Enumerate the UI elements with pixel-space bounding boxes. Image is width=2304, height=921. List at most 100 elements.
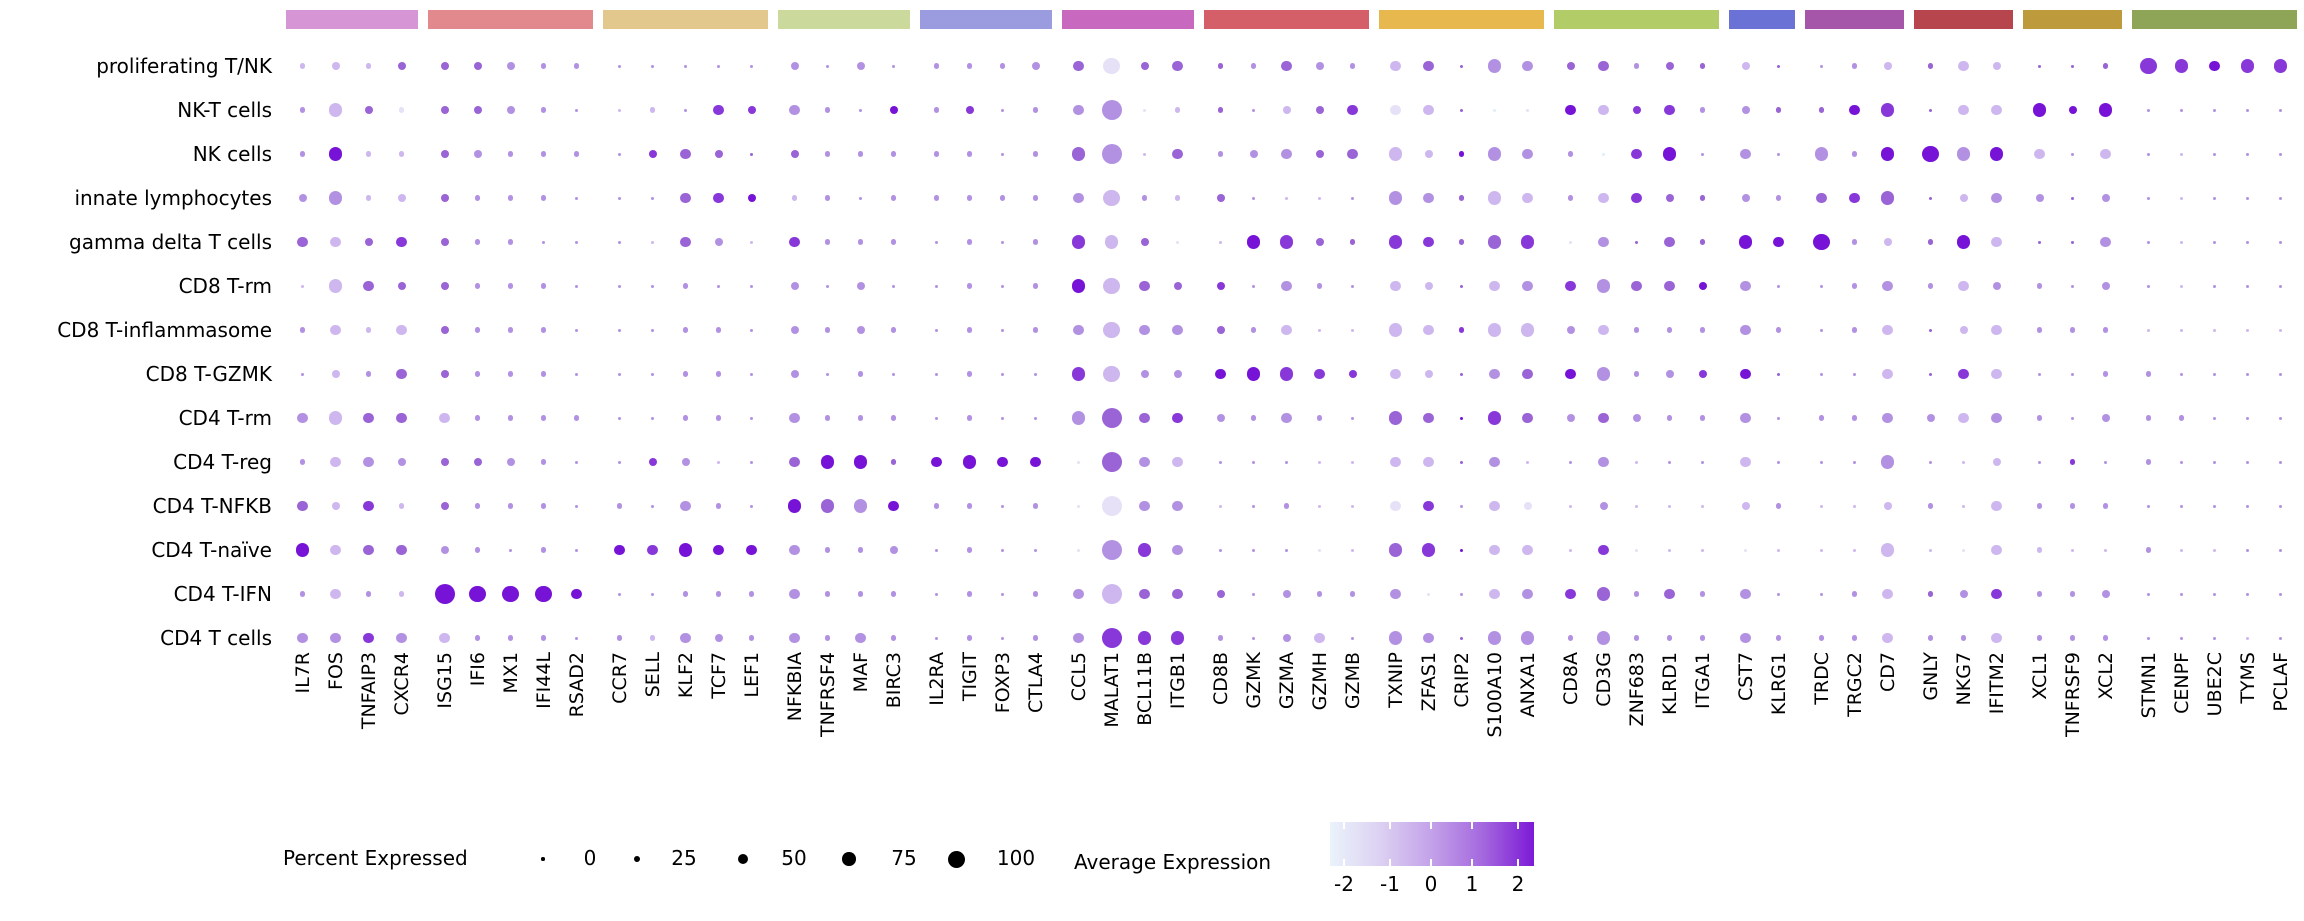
dot <box>746 544 757 556</box>
dot <box>301 372 304 376</box>
dot <box>1816 192 1827 204</box>
dot <box>750 240 753 244</box>
dot <box>1699 327 1706 333</box>
dot <box>750 372 753 376</box>
dot <box>2279 284 2282 288</box>
dot <box>649 635 656 641</box>
dot <box>396 412 407 424</box>
dot <box>2068 106 2077 114</box>
dot <box>826 284 829 288</box>
dot <box>1316 591 1323 597</box>
dot <box>1699 239 1706 245</box>
dot <box>824 635 831 641</box>
dot <box>789 412 800 424</box>
dot <box>1281 280 1292 292</box>
dot <box>966 63 973 69</box>
dot <box>2213 284 2216 288</box>
dot <box>2104 460 2107 464</box>
dot <box>1071 235 1086 249</box>
dot <box>2246 636 2249 640</box>
dot <box>1390 280 1401 292</box>
dot <box>856 282 865 290</box>
dot <box>396 324 407 336</box>
dot <box>1922 145 1939 163</box>
dot <box>790 62 799 70</box>
dot <box>1388 147 1403 161</box>
dot <box>1077 460 1080 464</box>
dot <box>890 635 897 641</box>
dot <box>507 151 514 157</box>
dot <box>892 372 895 376</box>
size-legend-dot <box>947 850 965 868</box>
dot <box>364 106 373 114</box>
dot <box>1489 280 1500 292</box>
dot <box>1992 458 2001 466</box>
dot <box>363 632 374 644</box>
dot <box>1632 414 1641 422</box>
dot <box>1959 590 1968 598</box>
row-label: CD4 T-NFKB <box>152 494 272 518</box>
dot <box>1279 367 1294 381</box>
dot <box>1880 543 1895 557</box>
dot <box>824 327 831 333</box>
dot <box>651 504 654 508</box>
dot <box>1487 235 1502 249</box>
dot <box>1991 368 2002 380</box>
dot <box>1565 588 1576 600</box>
dot <box>2246 372 2249 376</box>
dot <box>1520 631 1535 645</box>
dot <box>507 327 514 333</box>
dot <box>1139 456 1150 468</box>
dot <box>474 327 481 333</box>
dot <box>2180 240 2183 244</box>
dot <box>2246 328 2249 332</box>
dot <box>540 371 547 377</box>
dot <box>1566 326 1575 334</box>
dot <box>933 503 940 509</box>
dot <box>1250 415 1257 421</box>
dot <box>1598 60 1609 72</box>
dot <box>1315 150 1324 158</box>
dot <box>2036 635 2043 641</box>
dot <box>1664 236 1675 248</box>
dot <box>890 591 897 597</box>
dot <box>1032 591 1039 597</box>
dot <box>966 591 973 597</box>
dot <box>2213 240 2216 244</box>
dot <box>1699 107 1706 113</box>
dot <box>1880 103 1895 117</box>
dot <box>1883 238 1892 246</box>
dot <box>575 372 578 376</box>
dot <box>540 195 547 201</box>
dot <box>1351 460 1354 464</box>
gene-group-bar <box>286 10 418 29</box>
dot <box>540 547 547 553</box>
dot <box>2035 194 2044 202</box>
dot <box>1701 548 1704 552</box>
dot <box>715 327 722 333</box>
dot <box>791 195 798 201</box>
dot <box>1569 548 1572 552</box>
dot <box>2246 240 2249 244</box>
row-label: CD4 T cells <box>160 626 272 650</box>
dot <box>888 500 899 512</box>
dot <box>1567 195 1574 201</box>
dot <box>890 327 897 333</box>
dot <box>1349 591 1356 597</box>
size-legend-dot <box>541 857 545 861</box>
dot <box>997 456 1008 468</box>
dot <box>1101 540 1122 560</box>
dot <box>1139 324 1150 336</box>
dot <box>473 106 482 114</box>
dot <box>1596 587 1611 601</box>
dot <box>1316 283 1323 289</box>
dot <box>440 458 449 466</box>
dot <box>1252 284 1255 288</box>
dot <box>1460 108 1463 112</box>
dot <box>1424 370 1433 378</box>
dot <box>2213 416 2216 420</box>
dot <box>966 239 973 245</box>
dot <box>1522 148 1533 160</box>
dot <box>363 412 374 424</box>
